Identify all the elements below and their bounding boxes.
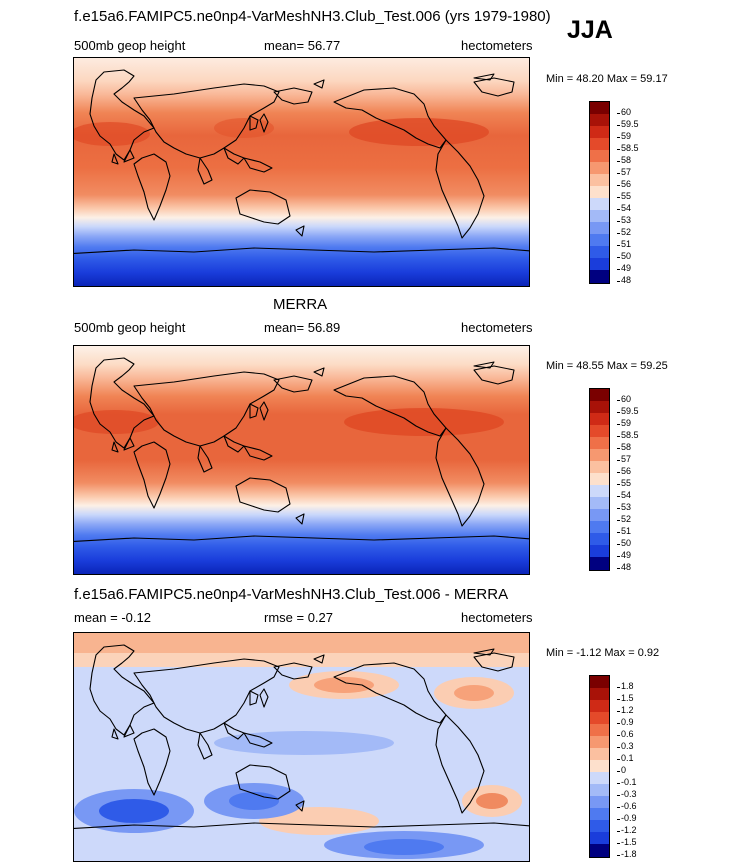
tick-label: 56 [616, 179, 632, 189]
panel-3-units-label: hectometers [461, 610, 533, 625]
tick-label: 55 [616, 478, 632, 488]
tick-label: 0 [616, 765, 627, 775]
tick-label: 1.2 [617, 705, 634, 715]
tick-label: -1.8 [617, 849, 637, 859]
panel-1-mean-label: mean= 56.77 [264, 38, 341, 53]
tick-label: 49 [616, 263, 632, 273]
tick-label: 57 [616, 454, 632, 464]
panel-1-variable-label: 500mb geop height [74, 38, 186, 53]
panel-3-colorbar [589, 675, 610, 858]
panel-1-title: f.e15a6.FAMIPC5.ne0np4-VarMeshNH3.Club_T… [74, 8, 551, 25]
tick-label: 51 [616, 239, 632, 249]
tick-label: 50 [616, 538, 632, 548]
season-label: JJA [567, 16, 613, 44]
tick-label: 48 [616, 275, 632, 285]
panel-2-title: MERRA [273, 296, 328, 313]
tick-label: 52 [616, 227, 632, 237]
tick-label: 53 [616, 502, 632, 512]
tick-label: 52 [616, 514, 632, 524]
tick-label: 49 [616, 550, 632, 560]
tick-label: 0.3 [617, 741, 634, 751]
panel-1-units-label: hectometers [461, 38, 533, 53]
tick-label: 60 [616, 107, 632, 117]
tick-label: 0.9 [617, 717, 634, 727]
tick-label: 54 [616, 490, 632, 500]
tick-label: 55 [616, 191, 632, 201]
panel-1-high-atlantic [74, 122, 150, 146]
tick-label: 53 [616, 215, 632, 225]
panel-2-field [74, 346, 529, 574]
panel-2-minmax: Min = 48.55 Max = 59.25 [546, 360, 668, 372]
panel-1-high-pacific [349, 118, 489, 146]
panel-3-neg-spac-core [229, 792, 279, 810]
panel-3-minmax: Min = -1.12 Max = 0.92 [546, 647, 660, 659]
tick-label: 59.5 [617, 406, 639, 416]
panel-3-mean-label: mean = -0.12 [74, 610, 151, 625]
tick-label: 59 [616, 131, 632, 141]
tick-label: 58 [616, 155, 632, 165]
tick-label: 57 [616, 167, 632, 177]
tick-label: 58.5 [617, 430, 639, 440]
panel-3-neg-antarctic-core [364, 839, 444, 855]
panel-3-neg-trop [214, 731, 394, 755]
tick-label: 59.5 [617, 119, 639, 129]
tick-label: 48 [616, 562, 632, 572]
tick-label: -0.9 [617, 813, 637, 823]
tick-label: 60 [616, 394, 632, 404]
tick-label: -0.1 [617, 777, 637, 787]
panel-2-colorbar [589, 388, 610, 571]
tick-label: 56 [616, 466, 632, 476]
tick-label: 1.5 [617, 693, 634, 703]
tick-label: 0.6 [617, 729, 634, 739]
panel-2-mean-label: mean= 56.89 [264, 320, 341, 335]
tick-label: 50 [616, 251, 632, 261]
tick-label: -1.5 [617, 837, 637, 847]
panel-1-minmax: Min = 48.20 Max = 59.17 [546, 73, 668, 85]
panel-3-arctic-band-edge [74, 653, 529, 667]
tick-label: 0.1 [617, 753, 634, 763]
panel-3-title: f.e15a6.FAMIPC5.ne0np4-VarMeshNH3.Club_T… [74, 586, 509, 603]
panel-3-pos-npac-core [314, 677, 374, 693]
panel-2-map [73, 345, 530, 575]
tick-label: 58.5 [617, 143, 639, 153]
panel-3-rmse-label: rmse = 0.27 [264, 610, 334, 625]
panel-1-map [73, 57, 530, 287]
tick-label: 58 [616, 442, 632, 452]
panel-3-pos-satl-core [476, 793, 508, 809]
panel-3-neg-sio-core [99, 799, 169, 823]
panel-2-variable-label: 500mb geop height [74, 320, 186, 335]
tick-label: 1.8 [617, 681, 634, 691]
panel-3-pos-sh [259, 807, 379, 835]
panel-2-units-label: hectometers [461, 320, 533, 335]
panel-1-field [74, 58, 529, 286]
panel-3-pos-natl-core [454, 685, 494, 701]
panel-2-high-pacific [344, 408, 504, 436]
tick-label: -1.2 [617, 825, 637, 835]
tick-label: -0.6 [617, 801, 637, 811]
tick-label: 51 [616, 526, 632, 536]
panel-3-map [73, 632, 530, 862]
tick-label: 54 [616, 203, 632, 213]
panel-3-arctic-band [74, 633, 529, 655]
tick-label: -0.3 [617, 789, 637, 799]
tick-label: 59 [616, 418, 632, 428]
panel-1-colorbar [589, 101, 610, 284]
